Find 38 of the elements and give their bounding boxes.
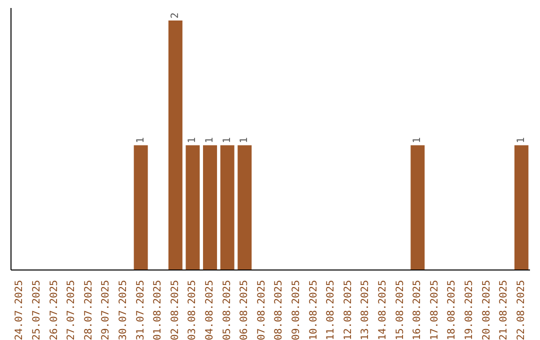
x-tick-label: 15.08.2025 — [394, 280, 406, 340]
x-tick-label: 17.08.2025 — [429, 280, 440, 340]
x-tick-label: 16.08.2025 — [412, 280, 424, 340]
x-tick-label: 06.08.2025 — [239, 280, 250, 340]
data-label: 2 — [170, 12, 181, 18]
x-tick-label: 24.07.2025 — [14, 280, 26, 340]
x-tick-label: 04.08.2025 — [204, 280, 216, 340]
x-tick-label: 13.08.2025 — [360, 280, 372, 340]
x-tick-label: 01.08.2025 — [152, 280, 164, 340]
x-tick-label: 09.08.2025 — [290, 280, 302, 340]
x-tick-label: 26.07.2025 — [48, 280, 60, 340]
data-label: 1 — [187, 137, 198, 144]
data-label: 1 — [239, 137, 250, 144]
x-tick-label: 21.08.2025 — [498, 280, 510, 340]
x-tick-label: 25.07.2025 — [31, 280, 42, 340]
x-tick-label: 14.08.2025 — [377, 280, 388, 340]
data-label: 1 — [204, 137, 216, 144]
x-tick-label: 03.08.2025 — [187, 280, 198, 340]
x-tick-label: 20.08.2025 — [481, 280, 492, 340]
x-tick-label: 31.07.2025 — [135, 280, 146, 340]
x-tick-label: 19.08.2025 — [464, 280, 475, 340]
x-tick-label: 05.08.2025 — [222, 280, 233, 340]
x-tick-label: 27.07.2025 — [66, 280, 78, 340]
x-tick-label: 10.08.2025 — [308, 280, 320, 340]
x-tick-label: 08.08.2025 — [274, 280, 285, 340]
x-tick-label: 22.08.2025 — [516, 280, 527, 340]
data-label: 1 — [222, 137, 233, 144]
data-label: 1 — [135, 137, 146, 144]
x-tick-label: 29.07.2025 — [100, 280, 112, 340]
data-label: 1 — [412, 137, 424, 144]
x-tick-label: 07.08.2025 — [256, 280, 268, 340]
data-label: 1 — [516, 137, 527, 144]
x-tick-label: 12.08.2025 — [342, 280, 354, 340]
x-tick-label: 18.08.2025 — [446, 280, 458, 340]
x-tick-label: 28.07.2025 — [83, 280, 94, 340]
x-tick-label: 11.08.2025 — [326, 280, 337, 340]
x-tick-label: 02.08.2025 — [170, 280, 181, 340]
x-tick-label: 30.07.2025 — [118, 280, 129, 340]
